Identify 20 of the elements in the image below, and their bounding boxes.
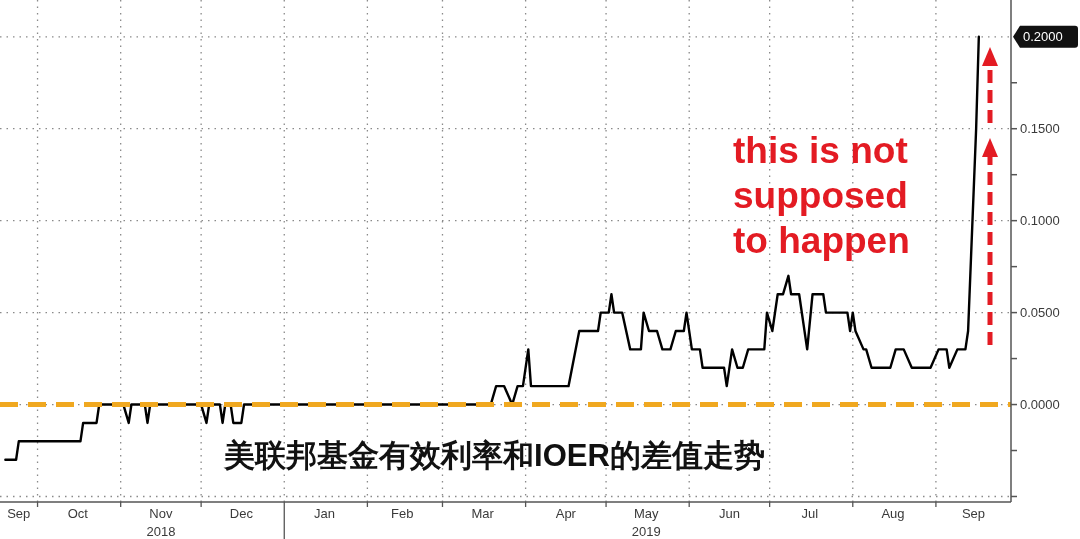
y-tick-label: 0.1000 (1020, 213, 1060, 229)
x-tick-label: Jun (718, 506, 740, 521)
x-tick-label: Nov 2018 (146, 506, 176, 539)
annotation: this is not supposed to happen (733, 130, 910, 261)
text: 美联邦基金有效利率和IOER的差值走势 (223, 438, 765, 473)
y-tick-label: 0.0000 (1020, 397, 1060, 413)
x-tick-label: Oct (67, 506, 89, 521)
x-tick-label: Feb (391, 506, 414, 521)
x-tick-label: Jan (314, 506, 335, 521)
x-tick-label: Dec (229, 506, 254, 521)
y-tick-label: 0.0500 (1020, 305, 1060, 321)
x-tick-label: Aug (881, 506, 905, 521)
y-tick-label: 0.2000 (1023, 29, 1063, 45)
y-tick-label: 0.1500 (1020, 121, 1060, 137)
x-tick-label: Mar (471, 506, 495, 521)
x-tick-label: Apr (555, 506, 577, 521)
x-tick-label: Sep (7, 506, 31, 521)
x-tick-label: May 2019 (631, 506, 661, 539)
x-tick-label: Jul (801, 506, 819, 521)
x-tick-label: Sep (961, 506, 986, 521)
